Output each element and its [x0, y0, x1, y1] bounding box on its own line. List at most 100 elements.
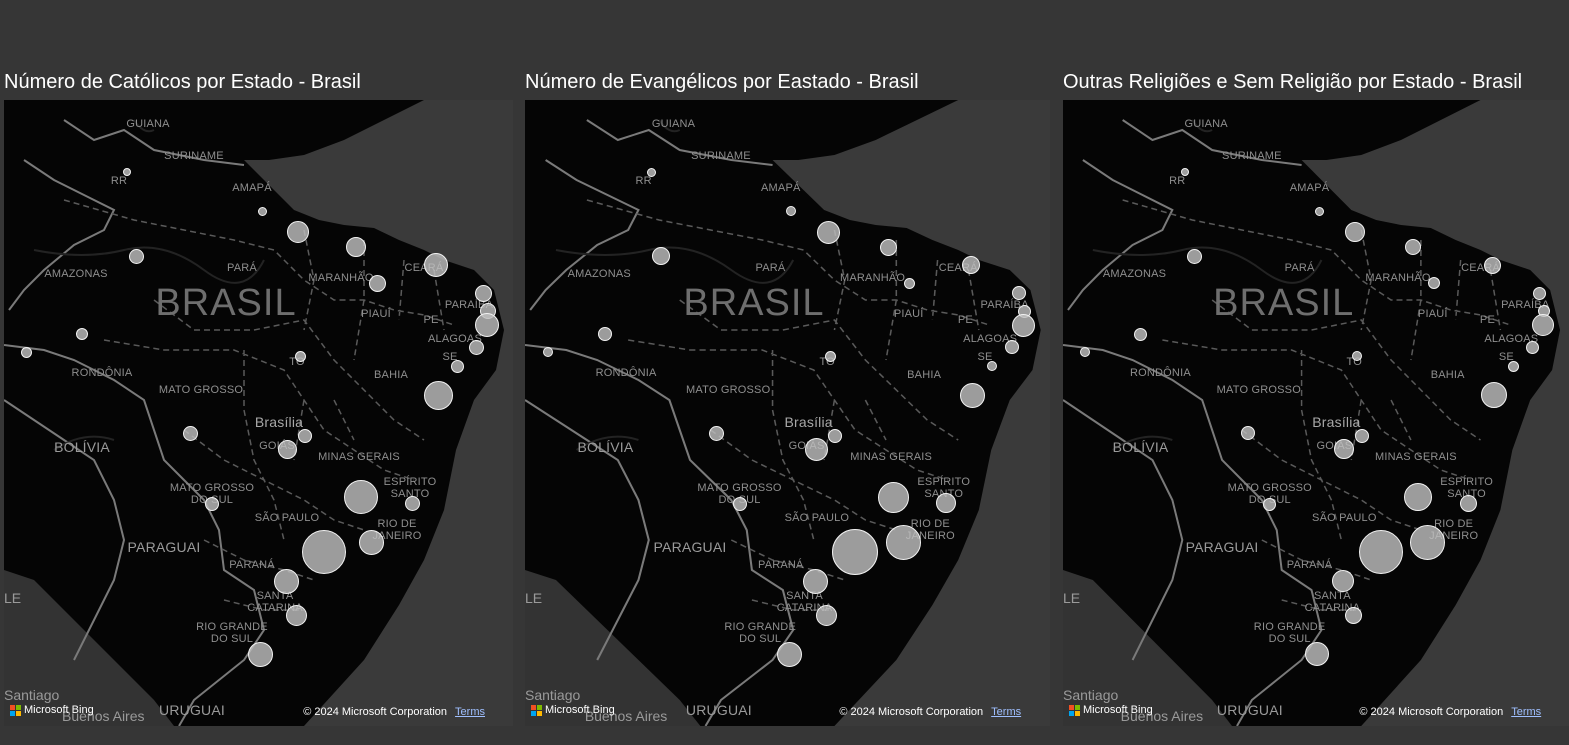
- state-bubble-rs[interactable]: [776, 641, 802, 667]
- state-label-par-: PARÁ: [227, 262, 257, 274]
- state-bubble-al[interactable]: [468, 339, 484, 355]
- state-label-minas-gerais: MINAS GERAIS: [850, 451, 933, 463]
- state-bubble-pa[interactable]: [287, 221, 309, 243]
- terms-link[interactable]: Terms: [1511, 706, 1542, 718]
- state-label-minas-gerais: MINAS GERAIS: [1374, 451, 1457, 463]
- state-label-s-o-paulo: SÃO PAULO: [784, 512, 850, 524]
- state-bubble-se[interactable]: [450, 359, 464, 373]
- state-bubble-ms[interactable]: [732, 497, 747, 511]
- state-bubble-ac[interactable]: [1079, 347, 1090, 357]
- state-bubble-df[interactable]: [828, 429, 843, 443]
- state-bubble-am[interactable]: [128, 248, 144, 264]
- state-bubble-es[interactable]: [935, 493, 956, 513]
- state-bubble-ba[interactable]: [1481, 382, 1508, 408]
- state-bubble-mt[interactable]: [709, 425, 725, 441]
- state-bubble-pr[interactable]: [273, 568, 299, 594]
- bolivia-label: BOLÍVIA: [54, 439, 110, 455]
- brasilia-label: Brasília: [784, 414, 833, 430]
- guiana-label: GUIANA: [126, 118, 170, 130]
- state-bubble-ms[interactable]: [205, 497, 219, 511]
- state-label-rr: RR: [1169, 175, 1186, 187]
- state-bubble-go[interactable]: [805, 437, 829, 461]
- state-bubble-pi[interactable]: [1427, 277, 1440, 289]
- state-bubble-mg[interactable]: [1403, 483, 1432, 511]
- state-label-paran-: PARANÁ: [229, 559, 275, 571]
- map-view[interactable]: BRASIL GUIANA SURINAME BOLÍVIA PARAGUAI URUGU…: [1063, 100, 1569, 726]
- state-bubble-pi[interactable]: [904, 277, 916, 289]
- state-bubble-pe[interactable]: [1011, 313, 1035, 337]
- state-bubble-rr[interactable]: [647, 167, 657, 177]
- state-bubble-ro[interactable]: [76, 328, 88, 340]
- state-bubble-ce[interactable]: [424, 253, 448, 277]
- state-bubble-sc[interactable]: [815, 604, 837, 626]
- state-bubble-ma[interactable]: [879, 238, 897, 256]
- state-bubble-es[interactable]: [1460, 494, 1478, 512]
- state-bubble-sc[interactable]: [1344, 606, 1362, 624]
- state-bubble-al[interactable]: [1004, 340, 1019, 354]
- state-bubble-rr[interactable]: [123, 168, 131, 176]
- state-bubble-go[interactable]: [277, 439, 297, 459]
- state-bubble-to[interactable]: [1352, 351, 1363, 361]
- terms-link[interactable]: Terms: [455, 706, 485, 718]
- state-bubble-sp[interactable]: [1359, 530, 1404, 574]
- state-bubble-rs[interactable]: [247, 641, 273, 667]
- state-bubble-se[interactable]: [1507, 360, 1519, 372]
- state-bubble-ro[interactable]: [1134, 327, 1148, 341]
- state-label-rr: RR: [635, 175, 652, 187]
- map-view[interactable]: BRASIL GUIANA SURINAME BOLÍVIA PARAGUAI URUGU…: [525, 100, 1050, 726]
- state-bubble-ma[interactable]: [1404, 239, 1421, 255]
- state-bubble-sp[interactable]: [302, 530, 346, 574]
- state-bubble-ro[interactable]: [598, 327, 613, 341]
- state-bubble-ap[interactable]: [257, 206, 267, 216]
- state-label-alagoas: ALAGOAS: [963, 333, 1018, 345]
- state-bubble-rs[interactable]: [1305, 642, 1330, 666]
- state-bubble-am[interactable]: [1186, 248, 1202, 264]
- state-bubble-ba[interactable]: [960, 382, 986, 408]
- state-bubble-rn[interactable]: [1012, 286, 1027, 300]
- state-bubble-rn[interactable]: [474, 284, 492, 302]
- state-bubble-ba[interactable]: [423, 380, 453, 410]
- state-bubble-rj[interactable]: [886, 524, 922, 560]
- state-label-mato-grosso: MATO GROSSO: [158, 384, 244, 396]
- state-bubble-mg[interactable]: [344, 480, 378, 514]
- state-bubble-ac[interactable]: [20, 346, 32, 358]
- state-bubble-df[interactable]: [298, 429, 312, 443]
- state-bubble-go[interactable]: [1334, 439, 1355, 459]
- state-bubble-rj[interactable]: [1410, 524, 1446, 560]
- state-bubble-ce[interactable]: [961, 256, 980, 274]
- state-bubble-rj[interactable]: [358, 529, 384, 555]
- state-bubble-al[interactable]: [1525, 340, 1539, 354]
- state-bubble-to[interactable]: [824, 350, 836, 362]
- brasilia-label: Brasília: [1312, 414, 1361, 430]
- state-bubble-pa[interactable]: [1345, 222, 1366, 242]
- state-bubble-ms[interactable]: [1263, 497, 1277, 511]
- state-bubble-ap[interactable]: [786, 206, 797, 216]
- state-bubble-se[interactable]: [987, 361, 998, 371]
- terms-link[interactable]: Terms: [991, 706, 1022, 718]
- state-bubble-mt[interactable]: [182, 425, 198, 441]
- state-bubble-mg[interactable]: [877, 481, 909, 513]
- state-bubble-ma[interactable]: [346, 237, 366, 257]
- state-bubble-mt[interactable]: [1240, 426, 1255, 440]
- state-bubble-pa[interactable]: [816, 220, 840, 244]
- state-bubble-ac[interactable]: [542, 347, 553, 357]
- state-bubble-ce[interactable]: [1483, 256, 1501, 274]
- state-bubble-pi[interactable]: [368, 274, 386, 292]
- state-bubble-rn[interactable]: [1532, 286, 1546, 300]
- state-bubble-sc[interactable]: [285, 604, 307, 626]
- state-bubble-ap[interactable]: [1314, 206, 1324, 216]
- state-label-bahia: BAHIA: [1430, 369, 1465, 381]
- state-bubble-to[interactable]: [294, 350, 306, 362]
- state-label-rond-nia: RONDÔNIA: [1129, 367, 1191, 379]
- state-bubble-pe[interactable]: [475, 313, 499, 337]
- state-bubble-pr[interactable]: [1332, 570, 1355, 592]
- paraguai-label: PARAGUAI: [653, 539, 727, 555]
- state-bubble-am[interactable]: [652, 247, 671, 265]
- state-bubble-sp[interactable]: [832, 529, 879, 575]
- state-bubble-es[interactable]: [404, 495, 420, 511]
- state-bubble-pr[interactable]: [803, 568, 829, 594]
- state-bubble-pe[interactable]: [1532, 314, 1555, 336]
- state-bubble-rr[interactable]: [1181, 168, 1190, 176]
- state-bubble-df[interactable]: [1355, 429, 1370, 443]
- map-view[interactable]: BRASIL GUIANA SURINAME BOLÍVIA PARAGUAI URUGU…: [4, 100, 513, 726]
